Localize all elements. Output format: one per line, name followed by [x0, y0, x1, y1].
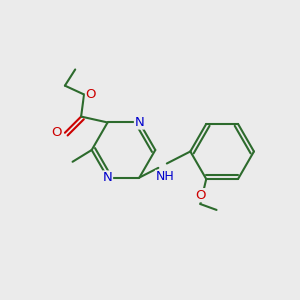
- Text: O: O: [195, 189, 206, 202]
- Text: O: O: [51, 126, 62, 139]
- Text: NH: NH: [155, 170, 174, 183]
- Text: N: N: [103, 171, 112, 184]
- Text: O: O: [85, 88, 96, 101]
- Text: N: N: [134, 116, 144, 129]
